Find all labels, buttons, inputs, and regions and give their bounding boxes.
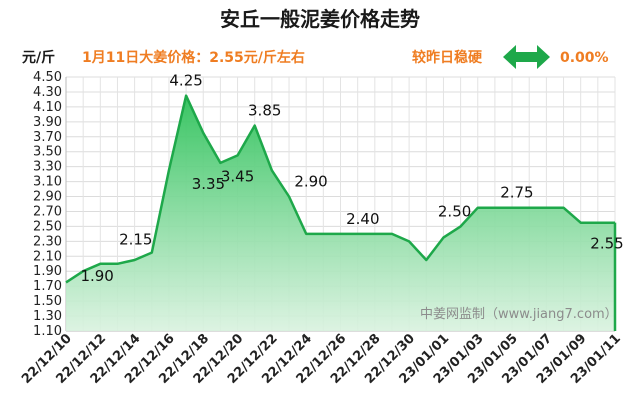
data-label: 2.15 (119, 231, 152, 249)
data-label: 3.35 (192, 175, 225, 193)
y-tick-label: 2.90 (33, 190, 62, 205)
y-tick-label: 2.10 (33, 249, 62, 264)
area-fill (66, 95, 615, 331)
y-tick-label: 2.70 (33, 204, 62, 219)
y-tick-label: 1.10 (33, 324, 62, 339)
data-label: 3.45 (221, 167, 254, 185)
data-label: 2.55 (590, 235, 623, 253)
trend-label: 较昨日稳硬 (412, 49, 483, 66)
data-label: 2.90 (294, 173, 327, 191)
y-axis-unit: 元/斤 (22, 49, 55, 66)
y-tick-label: 2.50 (33, 219, 62, 234)
y-tick-label: 1.90 (33, 264, 62, 279)
price-note: 1月11日大姜价格：2.55元/斤左右 (82, 49, 305, 66)
y-tick-label: 1.30 (33, 309, 62, 324)
y-axis: 1.101.301.501.701.902.102.302.502.702.90… (33, 70, 62, 339)
y-tick-label: 3.70 (33, 130, 62, 145)
y-tick-label: 2.30 (33, 234, 62, 249)
x-axis: 22/12/1022/12/1222/12/1422/12/1622/12/18… (19, 331, 624, 387)
data-label: 2.75 (500, 184, 533, 202)
watermark: 中姜网监制（www.jiang7.com） (420, 307, 618, 322)
data-labels: 1.90 2.15 4.25 3.353.45 3.85 2.90 2.40 2.50 2.75… (80, 72, 623, 286)
data-label: 2.50 (438, 202, 471, 220)
data-label: 2.40 (346, 210, 379, 228)
y-tick-label: 4.30 (33, 85, 62, 100)
data-label: 1.90 (80, 267, 113, 285)
y-tick-label: 3.90 (33, 115, 62, 130)
double-arrow-icon (503, 45, 550, 69)
area-series (65, 94, 617, 331)
series-line (65, 94, 615, 284)
y-tick-label: 3.30 (33, 160, 62, 175)
y-tick-label: 4.10 (33, 100, 62, 115)
y-tick-label: 3.50 (33, 145, 62, 160)
y-tick-label: 4.50 (33, 70, 62, 85)
y-tick-label: 1.50 (33, 294, 62, 309)
chart-title: 安丘一般泥姜价格走势 (220, 7, 420, 31)
y-tick-label: 3.10 (33, 175, 62, 190)
change-percent: 0.00% (560, 50, 609, 66)
data-label: 4.25 (169, 72, 202, 90)
y-tick-label: 1.70 (33, 279, 62, 294)
data-label: 3.85 (248, 102, 281, 120)
